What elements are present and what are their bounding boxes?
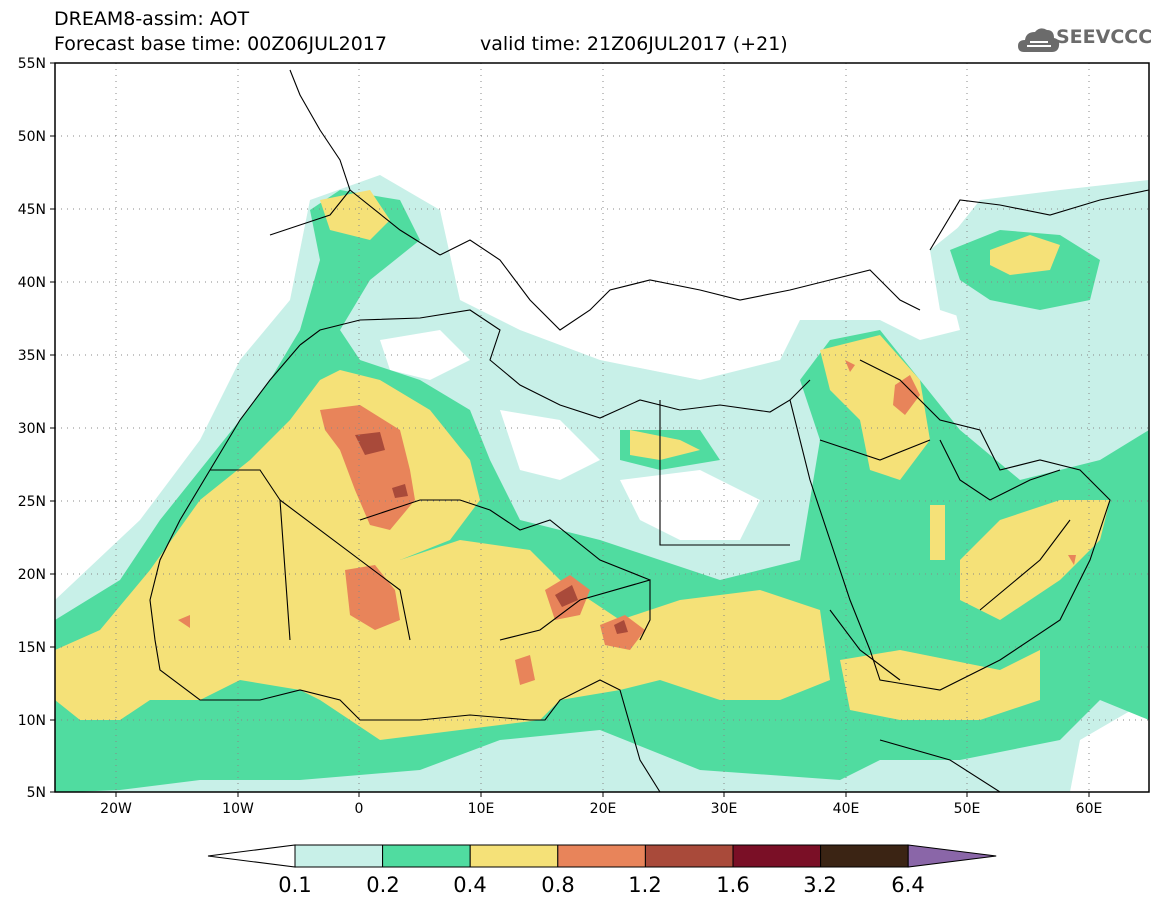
colorbar-label: 0.4 xyxy=(453,873,487,897)
lat-label: 15N xyxy=(18,640,46,656)
aot-contour-1.2 xyxy=(355,432,385,455)
aot-contour-0.4 xyxy=(55,370,830,740)
lat-label: 10N xyxy=(18,713,46,729)
colorbar-label: 6.4 xyxy=(891,873,925,897)
lat-label: 25N xyxy=(18,494,46,510)
aot-field xyxy=(55,63,1149,792)
lat-label: 40N xyxy=(18,275,46,291)
lon-axis xyxy=(115,792,1090,797)
lon-label: 60E xyxy=(1076,801,1103,817)
lat-label: 50N xyxy=(18,129,46,145)
coastlines xyxy=(149,69,1149,792)
aot-contour-0.8 xyxy=(320,405,415,530)
lat-label: 20N xyxy=(18,567,46,583)
lat-label: 30N xyxy=(18,421,46,437)
cloud-logo-icon xyxy=(1018,28,1060,52)
lat-label: 45N xyxy=(18,202,46,218)
lon-label: 10W xyxy=(222,801,254,817)
map-title: DREAM8-assim: AOT xyxy=(54,8,250,30)
lon-label: 0 xyxy=(355,801,364,817)
colorbar-label: 0.1 xyxy=(278,873,312,897)
lat-label: 55N xyxy=(18,56,46,72)
valid-time: valid time: 21Z06JUL2017 (+21) xyxy=(480,33,788,55)
lon-label: 30E xyxy=(711,801,738,817)
forecast-base-time: Forecast base time: 00Z06JUL2017 xyxy=(54,33,387,55)
lon-label: 40E xyxy=(833,801,860,817)
colorbar-label: 1.6 xyxy=(716,873,750,897)
lat-label: 35N xyxy=(18,348,46,364)
logo-text: SEEVCCC xyxy=(1056,26,1153,48)
lon-label: 20E xyxy=(590,801,617,817)
colorbar-label: 3.2 xyxy=(803,873,837,897)
colorbar-label: 0.8 xyxy=(541,873,575,897)
lon-label: 20W xyxy=(100,801,132,817)
lat-axis xyxy=(50,62,55,793)
lon-label: 10E xyxy=(468,801,495,817)
colorbar-label: 0.2 xyxy=(366,873,400,897)
colorbar-label: 1.2 xyxy=(628,873,662,897)
lat-label: 5N xyxy=(27,785,46,801)
lon-label: 50E xyxy=(954,801,981,817)
graticule xyxy=(55,63,1149,792)
